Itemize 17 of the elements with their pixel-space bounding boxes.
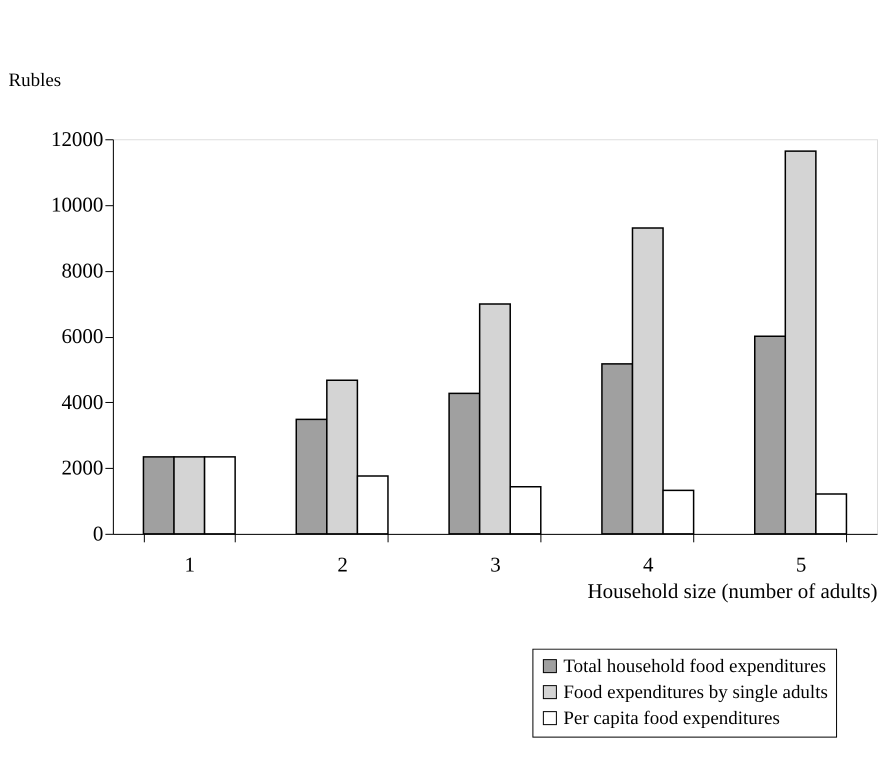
x-tick-label: 4	[643, 552, 654, 576]
legend-label: Per capita food expenditures	[563, 708, 780, 730]
legend-label: Total household food expenditures	[563, 656, 826, 678]
y-tick-label: 10000	[50, 192, 104, 217]
legend-label: Food expenditures by single adults	[563, 682, 828, 704]
y-tick-label: 8000	[61, 258, 104, 282]
y-axis-title: Rubles	[8, 70, 62, 91]
x-tick-label: 1	[184, 552, 196, 576]
y-tick-label: 6000	[61, 324, 104, 348]
x-axis-title: Household size (number of adults)	[588, 579, 878, 604]
x-tick-label: 3	[490, 552, 501, 576]
y-tick-label: 4000	[61, 390, 104, 414]
x-tick-label: 2	[337, 552, 348, 576]
x-tick-label: 5	[796, 552, 806, 576]
y-tick-label: 12000	[50, 126, 104, 151]
y-tick-label: 2000	[61, 456, 104, 480]
y-tick-label: 0	[92, 521, 104, 546]
